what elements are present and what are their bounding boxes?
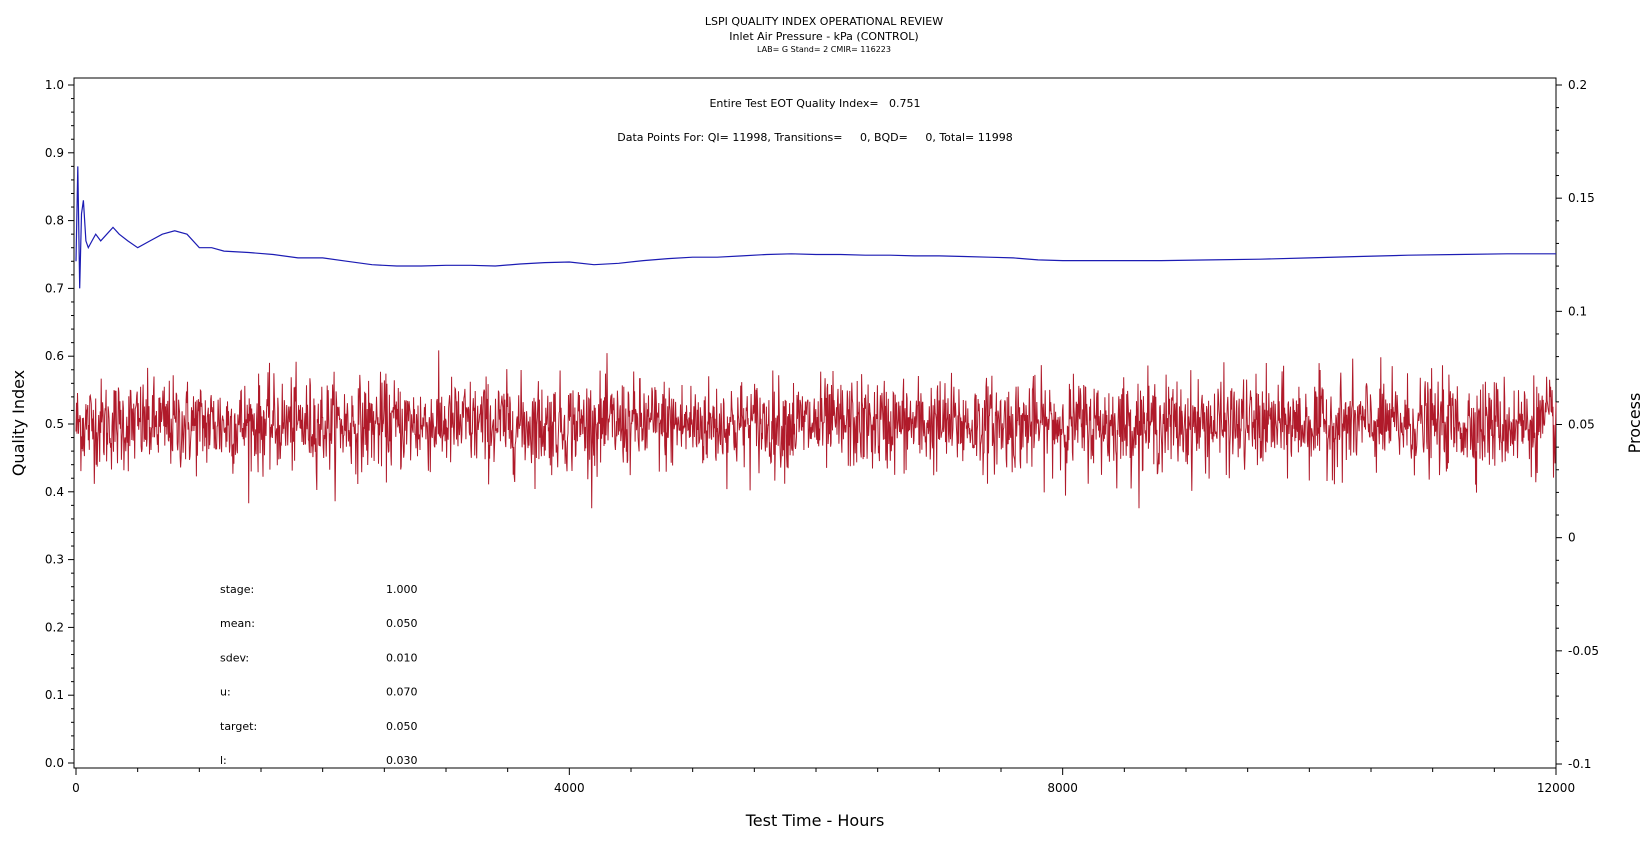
y-right-tick-label: 0.1 — [1568, 304, 1587, 318]
quality-index-line — [75, 166, 1556, 289]
stat-value: 1.000 — [386, 583, 418, 596]
y-axis-left-label: Quality Index — [9, 370, 28, 476]
process-series — [75, 350, 1557, 509]
stat-value: 0.010 — [386, 651, 418, 664]
y-axis-right-label: Process — [1625, 393, 1644, 454]
y-left-tick-label: 0.1 — [45, 688, 64, 702]
quality-index-series — [75, 166, 1556, 289]
y-right-tick-label: 0 — [1568, 531, 1576, 545]
y-right-tick-label: 0.05 — [1568, 418, 1595, 432]
y-left-tick-label: 0.5 — [45, 417, 64, 431]
data-points-annotation: Data Points For: QI= 11998, Transitions=… — [617, 131, 1012, 144]
stat-value: 0.050 — [386, 720, 418, 733]
stat-value: 0.050 — [386, 617, 418, 630]
chart-title: LSPI QUALITY INDEX OPERATIONAL REVIEW — [705, 15, 943, 28]
x-tick-label: 4000 — [554, 781, 585, 795]
x-tick-label: 0 — [72, 781, 80, 795]
y-left-tick-label: 0.0 — [45, 756, 64, 770]
axes: 0.0 0.1 0.2 0.3 0.4 0.5 0.6 0.7 0.8 0.9 1.0 -0.1 -0.… — [45, 78, 1599, 795]
y-right-tick-label: -0.05 — [1568, 644, 1599, 658]
process-line — [75, 350, 1557, 509]
y-right-tick-label: 0.2 — [1568, 78, 1587, 92]
x-axis-label: Test Time - Hours — [745, 811, 885, 830]
y-left-tick-label: 0.9 — [45, 146, 64, 160]
y-left-tick-label: 0.8 — [45, 214, 64, 228]
chart-sub-subtitle: LAB= G Stand= 2 CMIR= 116223 — [757, 45, 891, 54]
stat-value: 0.070 — [386, 686, 418, 699]
stat-label: l: — [220, 754, 227, 767]
chart-subtitle: Inlet Air Pressure - kPa (CONTROL) — [729, 30, 918, 43]
stat-label: mean: — [220, 617, 255, 630]
stat-label: target: — [220, 720, 257, 733]
stat-label: sdev: — [220, 651, 249, 664]
y-left-tick-label: 0.7 — [45, 281, 64, 295]
y-left-tick-label: 0.6 — [45, 349, 64, 363]
stat-value: 0.030 — [386, 754, 418, 767]
x-tick-label: 12000 — [1537, 781, 1575, 795]
stats-table: stage: 1.000 mean: 0.050 sdev: 0.010 u: 0.070 ta… — [220, 583, 418, 767]
y-left-tick-label: 1.0 — [45, 78, 64, 92]
x-tick-label: 8000 — [1047, 781, 1078, 795]
y-right-tick-label: 0.15 — [1568, 191, 1595, 205]
y-right-tick-label: -0.1 — [1568, 757, 1591, 771]
stat-label: u: — [220, 686, 231, 699]
quality-index-annotation: Entire Test EOT Quality Index= 0.751 — [709, 97, 920, 110]
y-left-tick-label: 0.4 — [45, 485, 64, 499]
stat-label: stage: — [220, 583, 254, 596]
y-left-tick-label: 0.3 — [45, 553, 64, 567]
y-left-tick-label: 0.2 — [45, 620, 64, 634]
